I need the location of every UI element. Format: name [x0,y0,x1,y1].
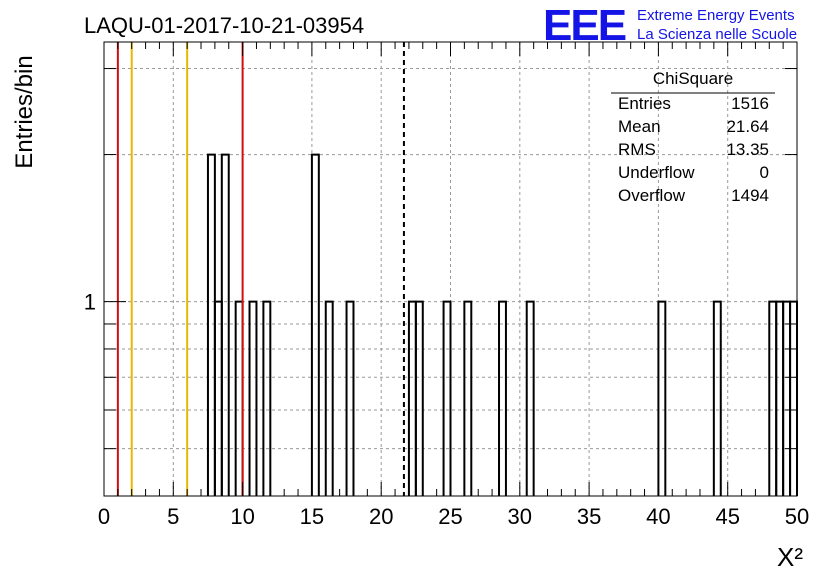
x-axis-ticks: 0 5 10 15 20 25 30 35 40 45 50 [98,42,809,529]
stats-row-value: 1494 [731,186,769,205]
stats-box: ChiSquare Entries 1516 Mean 21.64 RMS 13.35 Un… [611,69,775,205]
x-tick-label: 15 [300,504,324,529]
stats-row-label: Entries [618,94,671,113]
x-tick-label: 50 [785,504,809,529]
histogram-bin [213,300,223,496]
y-axis-ticks: 1 [84,68,797,450]
eee-logo: EEE Extreme Energy Events La Scienza nel… [543,1,797,50]
histogram-bin [768,300,778,496]
logo-line-1: Extreme Energy Events [637,7,795,24]
stats-row-label: Overflow [618,186,686,205]
histogram-bin [775,300,785,496]
x-tick-label: 5 [167,504,179,529]
histogram-bin [407,300,417,496]
reference-lines [116,42,405,496]
histogram-bin [782,300,792,496]
histogram-bin [206,153,216,496]
x-tick-label: 25 [438,504,462,529]
y-tick-label: 1 [84,290,96,315]
x-tick-label: 40 [646,504,670,529]
x-tick-label: 0 [98,504,110,529]
stats-row-label: RMS [618,140,656,159]
histogram-bin [463,300,473,496]
x-tick-label: 35 [577,504,601,529]
x-tick-label: 20 [369,504,393,529]
y-axis-label: Entries/bin [11,55,38,168]
histogram-bin [220,153,230,496]
histogram-bin [498,300,507,496]
histogram-bin [345,300,355,496]
stats-row-value: 1516 [731,94,769,113]
stats-row-value: 13.35 [726,140,769,159]
histogram-bin [310,153,320,496]
histogram-bin [789,300,798,496]
histogram-bin [657,300,667,496]
histogram-bin [414,300,424,496]
histogram-bin [248,300,258,496]
x-axis-label: X² [777,542,803,572]
chart-title: LAQU-01-2017-10-21-03954 [84,13,364,38]
histogram-outline [206,153,798,496]
stats-title: ChiSquare [653,69,733,88]
x-tick-label: 45 [715,504,739,529]
stats-row-label: Underflow [618,163,695,182]
stats-row-value: 21.64 [726,117,769,136]
stats-row-value: 0 [760,163,769,182]
x-tick-label: 30 [508,504,532,529]
histogram-bin [712,300,722,496]
histogram-bin [324,300,334,496]
histogram-bin [234,300,244,496]
logo-line-2: La Scienza nelle Scuole [637,26,797,43]
histogram-bin [262,300,272,496]
stats-row-label: Mean [618,117,661,136]
histogram-bin [525,300,535,496]
histogram-bin [442,300,452,496]
x-tick-label: 10 [230,504,254,529]
logo-mark: EEE [543,1,626,50]
